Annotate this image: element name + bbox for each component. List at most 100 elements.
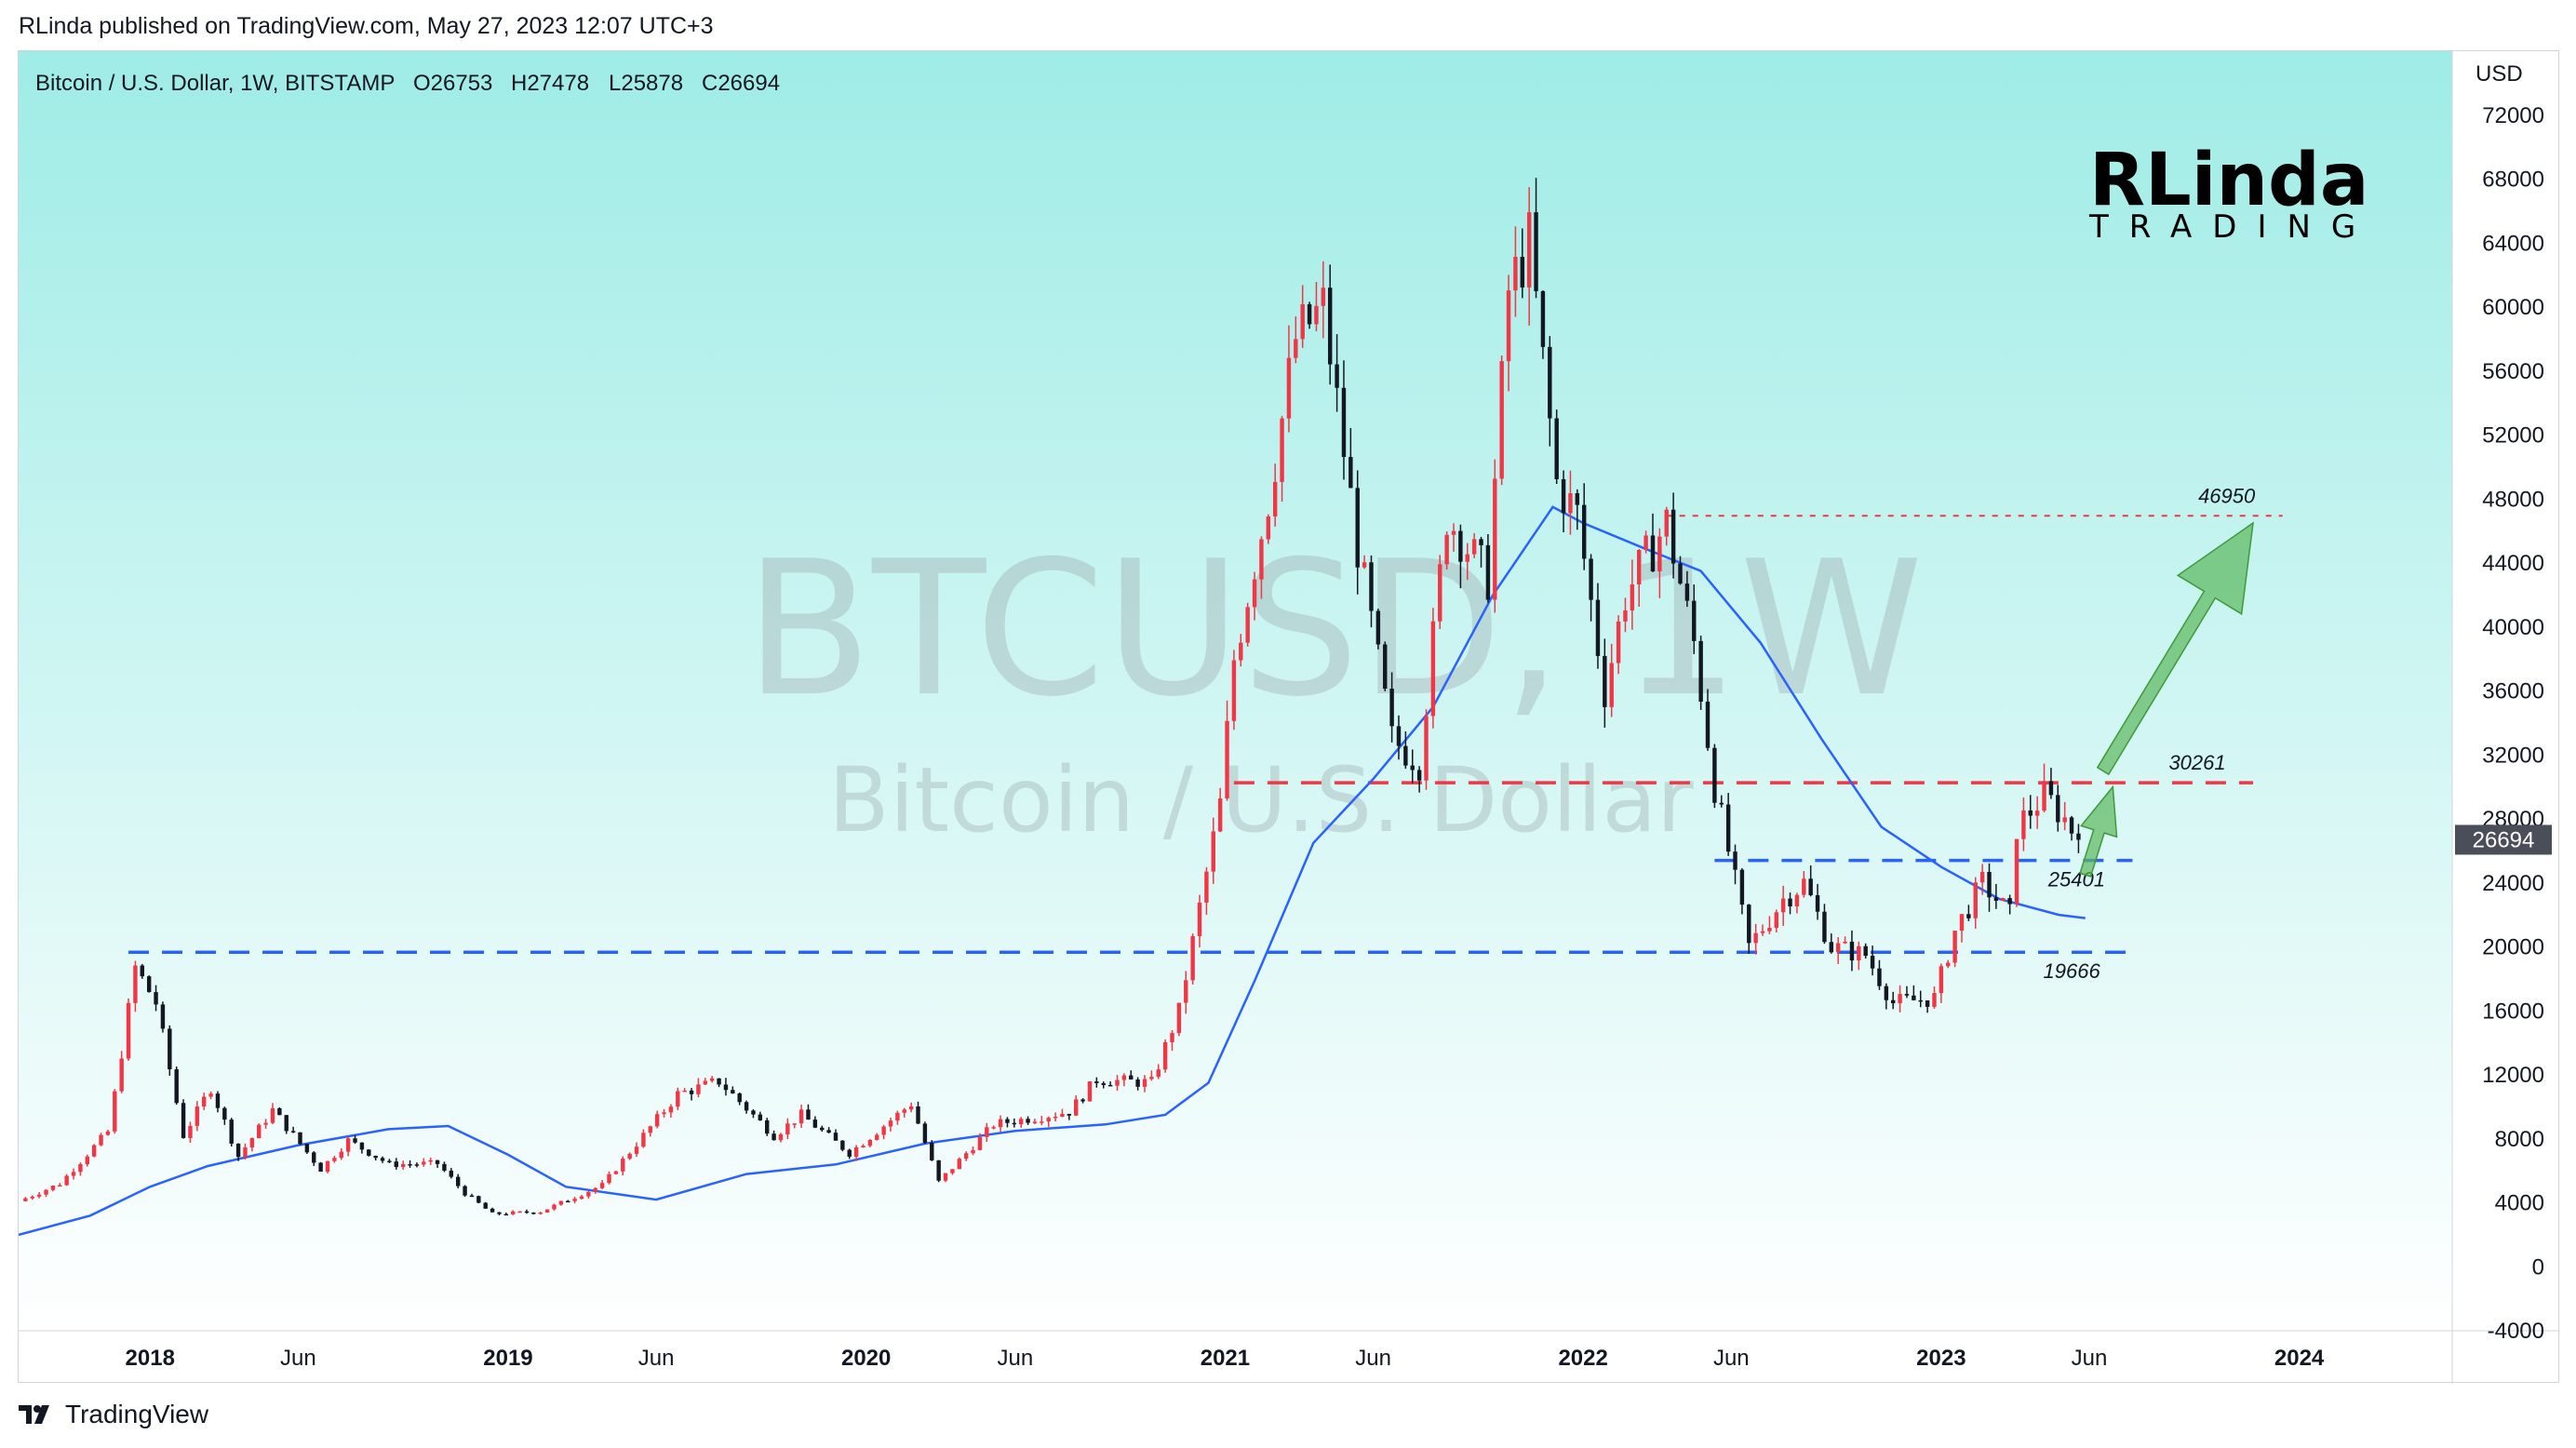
y-tick-label: 72000 <box>2482 103 2544 128</box>
candle-body <box>373 1155 378 1159</box>
price-chart[interactable]: BTCUSD, 1W Bitcoin / U.S. Dollar 46950 30… <box>19 51 2560 1384</box>
publisher-line: RLinda published on TradingView.com, May… <box>19 13 714 39</box>
candle-body <box>188 1125 193 1138</box>
candle-body <box>1156 1069 1161 1078</box>
candle-body <box>1197 902 1202 936</box>
x-tick-label: Jun <box>1355 1346 1391 1371</box>
candle-body <box>1946 962 1951 967</box>
x-tick-label: Jun <box>998 1346 1034 1371</box>
candle-body <box>1067 1113 1072 1116</box>
y-tick-label: 64000 <box>2482 231 2544 256</box>
candle-body <box>682 1090 687 1093</box>
candle-body <box>1973 882 1978 918</box>
candle-body <box>174 1069 179 1104</box>
candle-body <box>902 1109 906 1113</box>
candle-body <box>367 1149 371 1156</box>
y-tick-label: 52000 <box>2482 423 2544 449</box>
candle-body <box>1471 539 1477 555</box>
candle-body <box>1101 1083 1106 1085</box>
candle-body <box>1094 1081 1099 1084</box>
header-legend: Bitcoin / U.S. Dollar, 1W, BITSTAMP O267… <box>35 71 780 96</box>
candle-body <box>1485 544 1491 600</box>
candle-body <box>1719 802 1724 805</box>
candle-body <box>1225 720 1229 799</box>
candle-body <box>298 1132 302 1145</box>
candle-body <box>133 965 138 1003</box>
candle-body <box>1012 1122 1017 1125</box>
candle-body <box>778 1133 784 1141</box>
candle-body <box>215 1093 221 1108</box>
candle-body <box>1396 726 1402 746</box>
candle-body <box>1616 621 1621 664</box>
candle-body <box>1362 562 1367 568</box>
time-axis[interactable]: 2018 Jun 2019 Jun 2020 Jun 2021 Jun 2022 Jun 2023 J… <box>126 1346 2325 1371</box>
candle-body <box>662 1112 666 1115</box>
candle-body <box>895 1112 900 1121</box>
candle-body <box>195 1106 200 1126</box>
candle-body <box>1142 1079 1147 1087</box>
candle-body <box>359 1142 365 1150</box>
candle-body <box>2056 795 2060 823</box>
candle-body <box>1733 851 1737 870</box>
candle-body <box>1760 931 1765 933</box>
candle-body <box>50 1186 56 1190</box>
candle-body <box>1966 914 1971 918</box>
y-tick-label: 16000 <box>2482 999 2544 1024</box>
candle-body <box>400 1164 406 1168</box>
candle-body <box>2048 781 2054 796</box>
candle-body <box>1321 288 1326 306</box>
candle-body <box>1891 999 1896 1004</box>
candle-body <box>1252 579 1257 608</box>
candle-body <box>888 1120 893 1127</box>
candle-body <box>1026 1119 1030 1123</box>
candle-body <box>469 1195 475 1198</box>
candle-body <box>1753 932 1758 944</box>
candle-body <box>731 1090 735 1094</box>
candle-body <box>703 1080 708 1085</box>
candle-body <box>627 1153 632 1160</box>
price-axis[interactable]: 72000 68000 64000 60000 56000 52000 48000 44000… <box>2455 103 2552 1344</box>
candle-body <box>717 1078 721 1085</box>
candle-body <box>1499 361 1504 479</box>
x-tick-label: 2022 <box>1558 1346 1607 1371</box>
candle-body <box>1843 941 1847 944</box>
y-tick-label: 24000 <box>2482 871 2544 896</box>
candle-body <box>201 1096 207 1107</box>
y-tick-label: -4000 <box>2488 1319 2544 1344</box>
candle-body <box>930 1143 934 1160</box>
candle-body <box>113 1091 117 1132</box>
candle-body <box>572 1199 577 1201</box>
candle-body <box>764 1120 770 1134</box>
candle-body <box>1548 346 1552 419</box>
projection-arrow <box>2096 521 2254 776</box>
candle-body <box>1170 1033 1174 1043</box>
candle-body <box>1932 993 1937 1007</box>
candle-body <box>1979 871 1985 883</box>
candle-body <box>1211 831 1215 872</box>
candle-body <box>312 1152 316 1163</box>
candle-body <box>1692 600 1697 641</box>
candle-body <box>936 1160 941 1181</box>
candle-body <box>1327 288 1333 365</box>
x-tick-label: 2019 <box>483 1346 532 1371</box>
tradingview-footer[interactable]: TradingView <box>19 1396 208 1433</box>
candle-body <box>1107 1084 1113 1087</box>
candle-body <box>1032 1121 1038 1123</box>
candle-body <box>2014 838 2019 905</box>
candle-body <box>654 1114 660 1127</box>
candle-body <box>99 1134 103 1146</box>
candle-body <box>806 1109 811 1120</box>
candle-body <box>1884 985 1889 1000</box>
candle-body <box>1575 493 1580 505</box>
candle-body <box>490 1208 495 1213</box>
candle-body <box>1857 945 1861 961</box>
candle-body <box>1190 935 1195 981</box>
candle-body <box>284 1115 288 1132</box>
candle-body <box>1314 305 1319 325</box>
candle-body <box>168 1028 172 1070</box>
candle-body <box>58 1185 62 1187</box>
candle-body <box>1135 1079 1140 1087</box>
candle-body <box>1053 1117 1058 1119</box>
candle-body <box>1080 1099 1085 1102</box>
candle-body <box>1259 539 1264 580</box>
